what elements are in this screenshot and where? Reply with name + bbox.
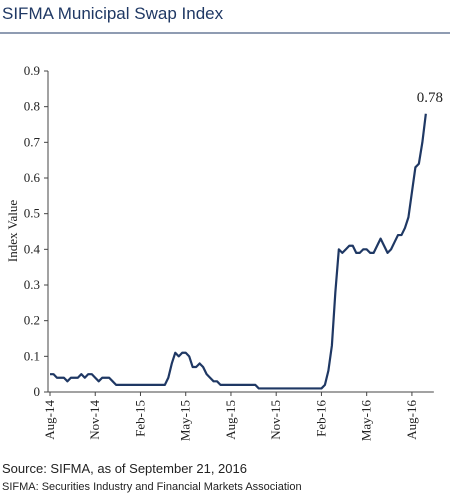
x-tick-label: May-16 (359, 400, 374, 442)
x-tick-label: Nov-15 (268, 400, 283, 440)
y-tick-label: 0.4 (24, 241, 41, 256)
y-tick-label: 0.2 (24, 313, 40, 328)
y-tick-label: 0.6 (24, 170, 41, 185)
y-tick-label: 0.3 (24, 277, 40, 292)
x-tick-label: May-15 (178, 400, 193, 441)
x-tick-label: Feb-15 (132, 400, 147, 437)
y-tick-label: 0.8 (24, 99, 40, 114)
y-tick-label: 0.9 (24, 63, 40, 78)
x-tick-label: Aug-16 (404, 400, 419, 440)
y-tick-label: 0.1 (24, 348, 40, 363)
data-line (50, 113, 427, 390)
source: Source: SIFMA, as of September 21, 2016 (2, 461, 247, 476)
chart-title: SIFMA Municipal Swap Index (2, 4, 224, 23)
end-label: 0.78 (417, 90, 443, 106)
x-tick-label: Feb-16 (313, 400, 328, 437)
y-axis-label: Index Value (5, 200, 20, 262)
x-tick-label: Nov-14 (87, 400, 102, 440)
x-tick-label: Aug-14 (42, 400, 57, 440)
y-tick-label: 0.7 (24, 134, 41, 149)
y-tick-label: 0.5 (24, 206, 40, 221)
x-tick-label: Aug-15 (223, 400, 238, 440)
y-tick-label: 0 (34, 384, 41, 399)
note: SIFMA: Securities Industry and Financial… (2, 481, 302, 493)
